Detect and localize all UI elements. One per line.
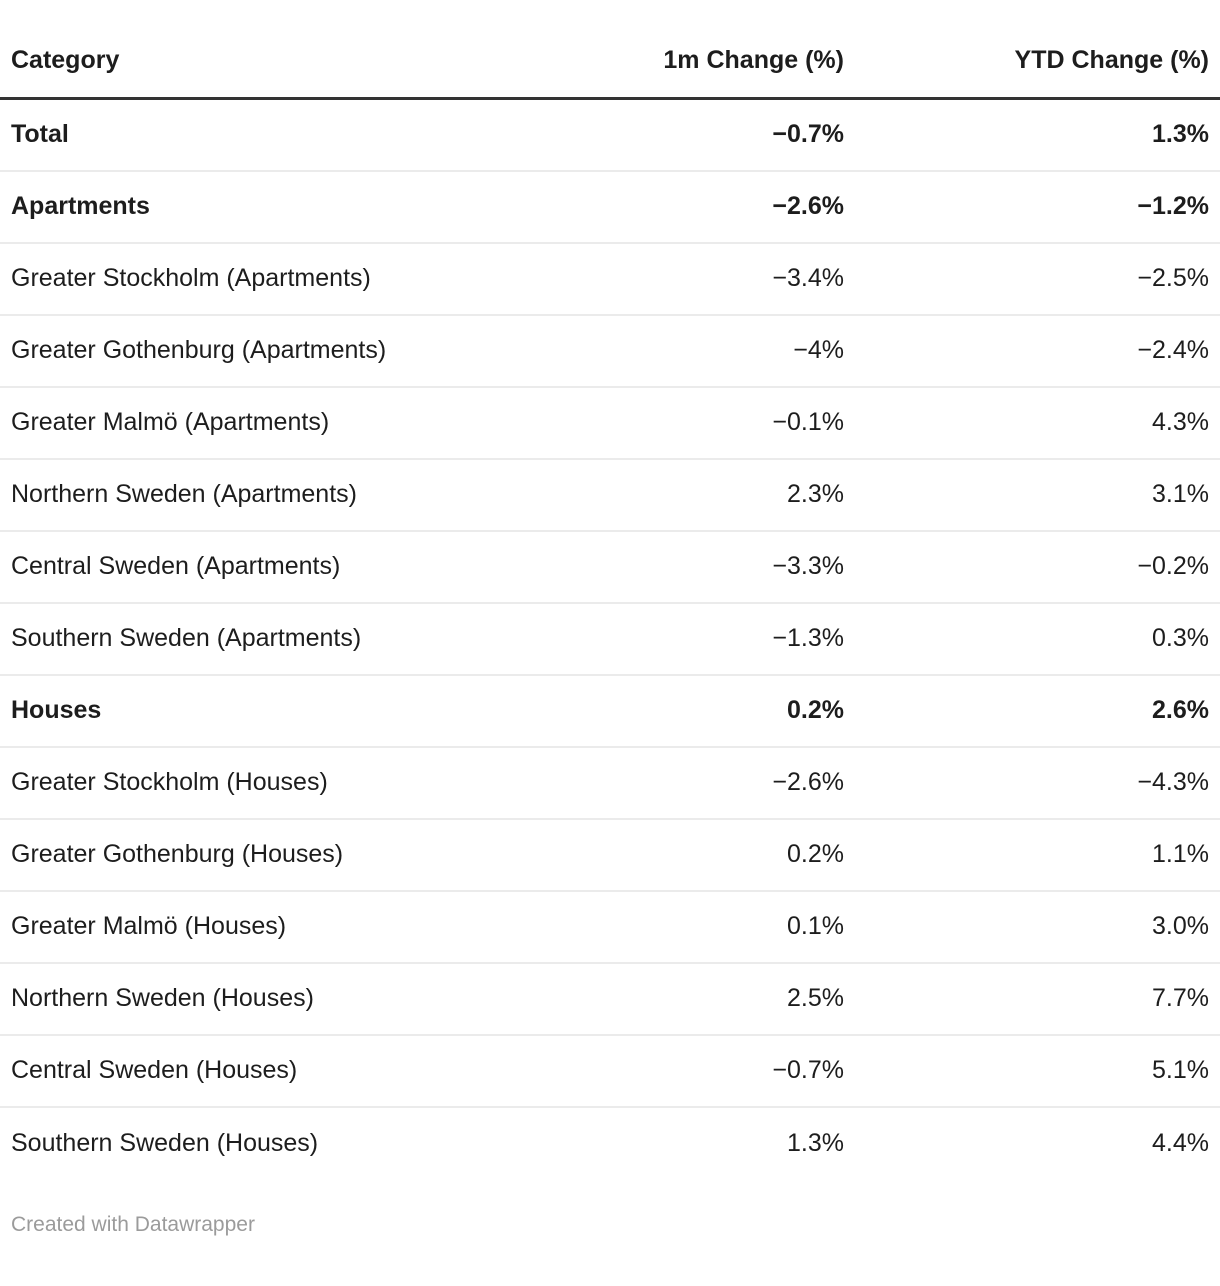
ytd-change-cell: 7.7% xyxy=(853,961,1220,1035)
table-row: Greater Malmö (Apartments) −0.1% 4.3% xyxy=(0,385,1220,459)
ytd-change-cell: −2.4% xyxy=(853,313,1220,387)
m1-change-cell: 2.5% xyxy=(634,961,854,1035)
category-cell: Greater Malmö (Apartments) xyxy=(0,385,635,459)
table-row: Apartments −2.6% −1.2% xyxy=(0,169,1220,243)
m1-change-cell: −0.7% xyxy=(772,120,844,149)
category-cell: Central Sweden (Houses) xyxy=(0,1033,635,1107)
category-cell: Greater Stockholm (Apartments) xyxy=(0,241,635,315)
table-row: Central Sweden (Houses) −0.7% 5.1% xyxy=(0,1033,1220,1107)
m1-change-cell: −0.1% xyxy=(634,385,854,459)
m1-change-cell: −2.6% xyxy=(634,169,854,243)
ytd-change-cell: 1.3% xyxy=(1152,120,1209,149)
category-cell: Northern Sweden (Houses) xyxy=(0,961,635,1035)
table-row: Southern Sweden (Houses) 1.3% 4.4% xyxy=(0,1105,1220,1179)
table-row: Northern Sweden (Apartments) 2.3% 3.1% xyxy=(0,457,1220,531)
m1-change-cell: −3.4% xyxy=(634,241,854,315)
category-cell: Central Sweden (Apartments) xyxy=(0,529,635,603)
category-cell: Greater Stockholm (Houses) xyxy=(0,745,635,819)
ytd-change-cell: 2.6% xyxy=(853,673,1220,747)
housing-price-table-container: Category 1m Change (%) YTD Change (%) To… xyxy=(0,0,1220,1236)
housing-price-table: Category 1m Change (%) YTD Change (%) To… xyxy=(0,0,1220,1179)
table-row: Houses 0.2% 2.6% xyxy=(0,673,1220,747)
datawrapper-credit: Created with Datawrapper xyxy=(11,1212,255,1236)
category-cell: Greater Malmö (Houses) xyxy=(0,889,635,963)
m1-change-cell: −1.3% xyxy=(634,601,854,675)
ytd-change-cell: −1.2% xyxy=(853,169,1220,243)
table-row: Greater Gothenburg (Apartments) −4% −2.4% xyxy=(0,313,1220,387)
table-row: Greater Gothenburg (Houses) 0.2% 1.1% xyxy=(0,817,1220,891)
ytd-change-cell: −2.5% xyxy=(853,241,1220,315)
ytd-change-cell: 3.1% xyxy=(853,457,1220,531)
ytd-change-cell: 3.0% xyxy=(853,889,1220,963)
table-row: Greater Malmö (Houses) 0.1% 3.0% xyxy=(0,889,1220,963)
ytd-change-cell: −4.3% xyxy=(853,745,1220,819)
category-cell: Northern Sweden (Apartments) xyxy=(0,457,635,531)
table-row: Central Sweden (Apartments) −3.3% −0.2% xyxy=(0,529,1220,603)
category-cell: Houses xyxy=(0,673,635,747)
m1-change-cell: 1.3% xyxy=(634,1105,854,1179)
ytd-change-cell: 4.4% xyxy=(853,1105,1220,1179)
m1-change-cell: 0.2% xyxy=(634,817,854,891)
column-header-category: Category xyxy=(0,0,635,100)
category-cell: Total xyxy=(11,120,69,149)
m1-change-cell: 0.2% xyxy=(634,673,854,747)
m1-change-cell: −2.6% xyxy=(634,745,854,819)
category-cell: Apartments xyxy=(0,169,635,243)
table-header: Category 1m Change (%) YTD Change (%) xyxy=(0,0,1220,100)
m1-change-cell: −0.7% xyxy=(634,1033,854,1107)
table-row: Total −0.7% 1.3% xyxy=(0,99,1220,171)
header-row: Category 1m Change (%) YTD Change (%) xyxy=(0,0,1220,100)
column-header-1m-change: 1m Change (%) xyxy=(634,0,854,100)
m1-change-cell: 2.3% xyxy=(634,457,854,531)
ytd-change-cell: 0.3% xyxy=(853,601,1220,675)
table-row: Southern Sweden (Apartments) −1.3% 0.3% xyxy=(0,601,1220,675)
table-row: Northern Sweden (Houses) 2.5% 7.7% xyxy=(0,961,1220,1035)
table-row: Greater Stockholm (Houses) −2.6% −4.3% xyxy=(0,745,1220,819)
m1-change-cell: −4% xyxy=(634,313,854,387)
category-cell: Greater Gothenburg (Apartments) xyxy=(0,313,635,387)
m1-change-cell: 0.1% xyxy=(634,889,854,963)
table-body: Total −0.7% 1.3% Apartments −2.6% −1.2% Greate… xyxy=(0,99,1220,1179)
ytd-change-cell: −0.2% xyxy=(853,529,1220,603)
category-cell: Southern Sweden (Houses) xyxy=(0,1105,635,1179)
category-cell: Greater Gothenburg (Houses) xyxy=(0,817,635,891)
column-header-ytd-change: YTD Change (%) xyxy=(853,0,1220,100)
ytd-change-cell: 4.3% xyxy=(853,385,1220,459)
ytd-change-cell: 1.1% xyxy=(853,817,1220,891)
category-cell: Southern Sweden (Apartments) xyxy=(0,601,635,675)
m1-change-cell: −3.3% xyxy=(634,529,854,603)
ytd-change-cell: 5.1% xyxy=(853,1033,1220,1107)
table-row: Greater Stockholm (Apartments) −3.4% −2.5% xyxy=(0,241,1220,315)
